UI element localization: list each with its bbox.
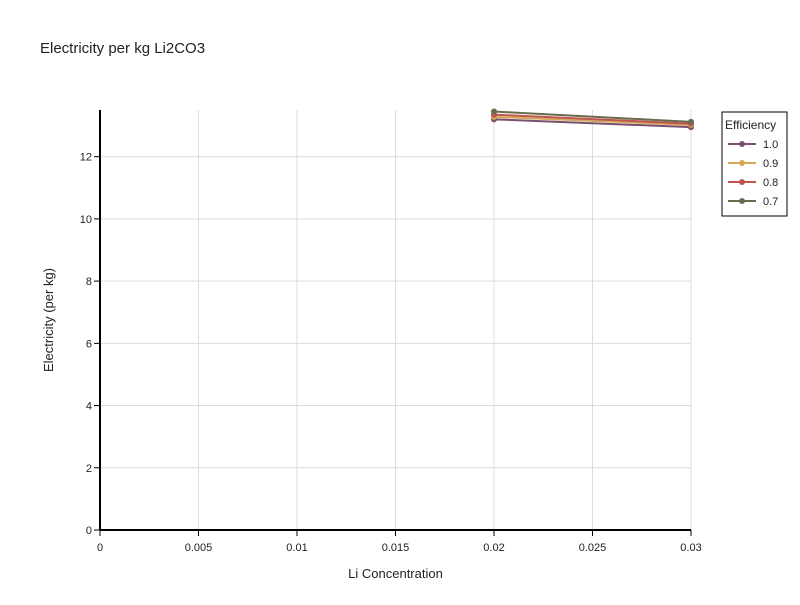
y-axis-label: Electricity (per kg)	[41, 268, 56, 372]
data-point	[688, 118, 694, 125]
series-line-1.0	[493, 118, 692, 129]
y-tick-label: 4	[86, 401, 92, 413]
x-tick-label: 0.03	[680, 542, 701, 554]
series-line-0.7	[493, 110, 692, 123]
x-tick-label: 0.02	[483, 542, 504, 554]
legend-entry-label: 0.8	[763, 177, 778, 189]
series-line-0.9	[493, 115, 692, 126]
x-tick-label: 0.015	[382, 542, 410, 554]
chart-title: Electricity per kg Li2CO3	[40, 40, 206, 57]
y-tick-label: 12	[80, 152, 92, 164]
legend-swatch-marker	[739, 179, 745, 185]
y-tick-label: 0	[86, 525, 92, 537]
y-tick-label: 8	[86, 276, 92, 288]
legend-swatch-marker	[739, 198, 745, 204]
legend-entry-label: 0.9	[763, 158, 778, 170]
legend-swatch-marker	[739, 160, 745, 166]
y-tick-label: 2	[86, 463, 92, 475]
x-tick-label: 0.025	[579, 542, 607, 554]
data-point	[491, 108, 497, 115]
legend-entry-label: 1.0	[763, 139, 778, 151]
y-tick-label: 6	[86, 338, 92, 350]
series-line-0.8	[493, 113, 692, 125]
legend-entry-label: 0.7	[763, 196, 778, 208]
x-tick-label: 0	[97, 542, 103, 554]
x-tick-label: 0.01	[286, 542, 307, 554]
x-tick-label: 0.005	[185, 542, 213, 554]
x-axis-label: Li Concentration	[348, 566, 443, 581]
y-tick-label: 10	[80, 214, 92, 226]
legend-swatch-marker	[739, 141, 745, 147]
legend-title: Efficiency	[725, 118, 776, 132]
